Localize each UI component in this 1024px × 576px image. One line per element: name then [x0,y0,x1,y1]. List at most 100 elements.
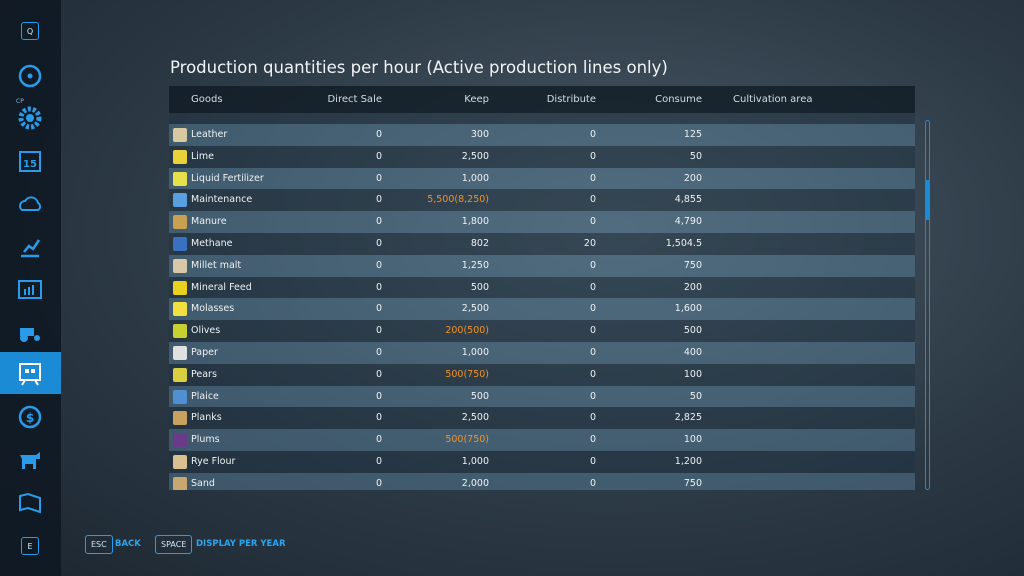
table-cell: Rye Flour [191,456,236,467]
cp-label: CP [16,98,24,105]
menu-item[interactable] [0,96,61,138]
table-cell: 0 [589,477,596,489]
table-row[interactable]: Methane 0 802 20 1,504.5 [169,233,915,255]
table-cell: Plums [191,434,220,446]
column-header: Distribute [546,94,596,105]
goods-icon [173,346,187,360]
table-cell: 750 [683,259,702,271]
table-cell: 802 [470,238,489,249]
key-hint[interactable]: E [21,537,39,555]
table-cell: 100 [683,368,702,380]
goods-icon [173,215,187,230]
table-row[interactable]: Plaice 0 500 0 50 [169,385,915,408]
table-cell: 0 [375,434,382,446]
column-header: Direct Sale [327,94,382,105]
table-cell: 0 [589,368,596,380]
menu-item[interactable] [0,268,61,310]
table-row[interactable]: Millet malt 0 1,250 0 750 [169,254,915,277]
table-cell: 1,000 [461,347,489,358]
table-cell: 125 [683,129,702,140]
table-cell: Methane [191,238,233,249]
goods-icon [173,455,187,469]
table-row[interactable]: Plums 0 500(750) 0 100 [169,429,915,451]
table-row[interactable]: Leather 0 300 0 125 [169,124,915,146]
table-cell: Plaice [191,390,219,402]
table-row[interactable]: Planks 0 2,500 0 2,825 [169,407,915,430]
key-hint[interactable]: SPACE [155,535,193,554]
scrollbar[interactable] [925,120,930,490]
table-header: Goods Direct Sale Keep Distribute Consume Cul… [169,86,915,113]
table-cell: Molasses [191,303,235,315]
table-cell: 0 [375,390,382,402]
table-row[interactable]: Paper 0 1,000 0 400 [169,342,915,364]
table-cell: 0 [375,129,382,140]
button-label[interactable]: BACK [115,539,141,549]
table-row[interactable]: Sand 0 2,000 0 750 [169,472,915,490]
table-cell: 4,790 [674,216,702,228]
goods-icon [173,193,187,208]
menu-item[interactable] [0,310,61,352]
table-cell: 400 [683,347,702,358]
table-row[interactable]: Liquid Fertilizer 0 1,000 0 200 [169,167,915,190]
table-row[interactable]: Pears 0 500(750) 0 100 [169,363,915,386]
menu-item[interactable] [0,225,61,267]
table-cell: 0 [375,325,382,337]
table-cell: 50 [689,150,702,162]
table-cell: 0 [375,194,382,206]
table-cell: 0 [589,129,596,140]
key-hint[interactable]: ESC [85,535,113,554]
sidebar: Q CP 15 $ E [0,0,61,576]
table-cell: Pears [191,368,217,380]
table-row[interactable]: Lime 0 2,500 0 50 [169,145,915,168]
goods-icon [173,128,187,142]
table-cell: 20 [583,238,596,249]
goods-icon [173,149,187,164]
table-cell: 0 [375,303,382,315]
table-cell: 2,825 [674,412,702,424]
goods-icon [173,280,187,295]
table-cell: 1,250 [461,259,489,271]
table-cell: Liquid Fertilizer [191,172,264,184]
table-row[interactable]: Olives 0 200(500) 0 500 [169,320,915,342]
table-row[interactable]: Molasses 0 2,500 0 1,600 [169,298,915,321]
menu-item[interactable]: $ [0,395,61,437]
svg-text:$: $ [26,411,34,425]
table-cell: 1,600 [674,303,702,315]
table-cell: 0 [375,259,382,271]
table-cell: 0 [589,347,596,358]
key-hint[interactable]: Q [21,22,39,40]
table-cell: Millet malt [191,259,242,271]
table-cell: 2,000 [461,477,489,489]
table-row[interactable]: Maintenance 0 5,500(8,250) 0 4,855 [169,189,915,212]
table-cell: Paper [191,347,218,358]
table-row[interactable]: Mineral Feed 0 500 0 200 [169,276,915,299]
table-cell: 0 [589,281,596,293]
table-cell: 0 [589,390,596,402]
scrollbar-thumb[interactable] [926,180,929,220]
menu-item[interactable] [0,481,61,523]
goods-icon [173,302,187,317]
menu-item[interactable]: 15 [0,139,61,181]
table-cell: 1,800 [461,216,489,228]
goods-icon [173,171,187,186]
menu-item[interactable] [0,182,61,224]
table-cell: 5,500(8,250) [427,194,489,206]
table-cell: 0 [589,216,596,228]
menu-item[interactable] [0,438,61,480]
table-row[interactable]: Rye Flour 0 1,000 0 1,200 [169,451,915,473]
table-cell: Planks [191,412,222,424]
table-cell: 500 [683,325,702,337]
table-cell: 0 [375,347,382,358]
table-cell: 50 [689,390,702,402]
row-partial [169,113,915,124]
table-cell: 0 [589,434,596,446]
table-cell: Olives [191,325,221,337]
table-row[interactable]: Manure 0 1,800 0 4,790 [169,211,915,233]
menu-item[interactable] [0,54,61,96]
table-cell: Maintenance [191,194,253,206]
menu-item-active[interactable] [0,352,61,394]
button-label[interactable]: DISPLAY PER YEAR [196,539,286,549]
table-cell: Leather [191,129,228,140]
column-header: Goods [191,94,223,105]
